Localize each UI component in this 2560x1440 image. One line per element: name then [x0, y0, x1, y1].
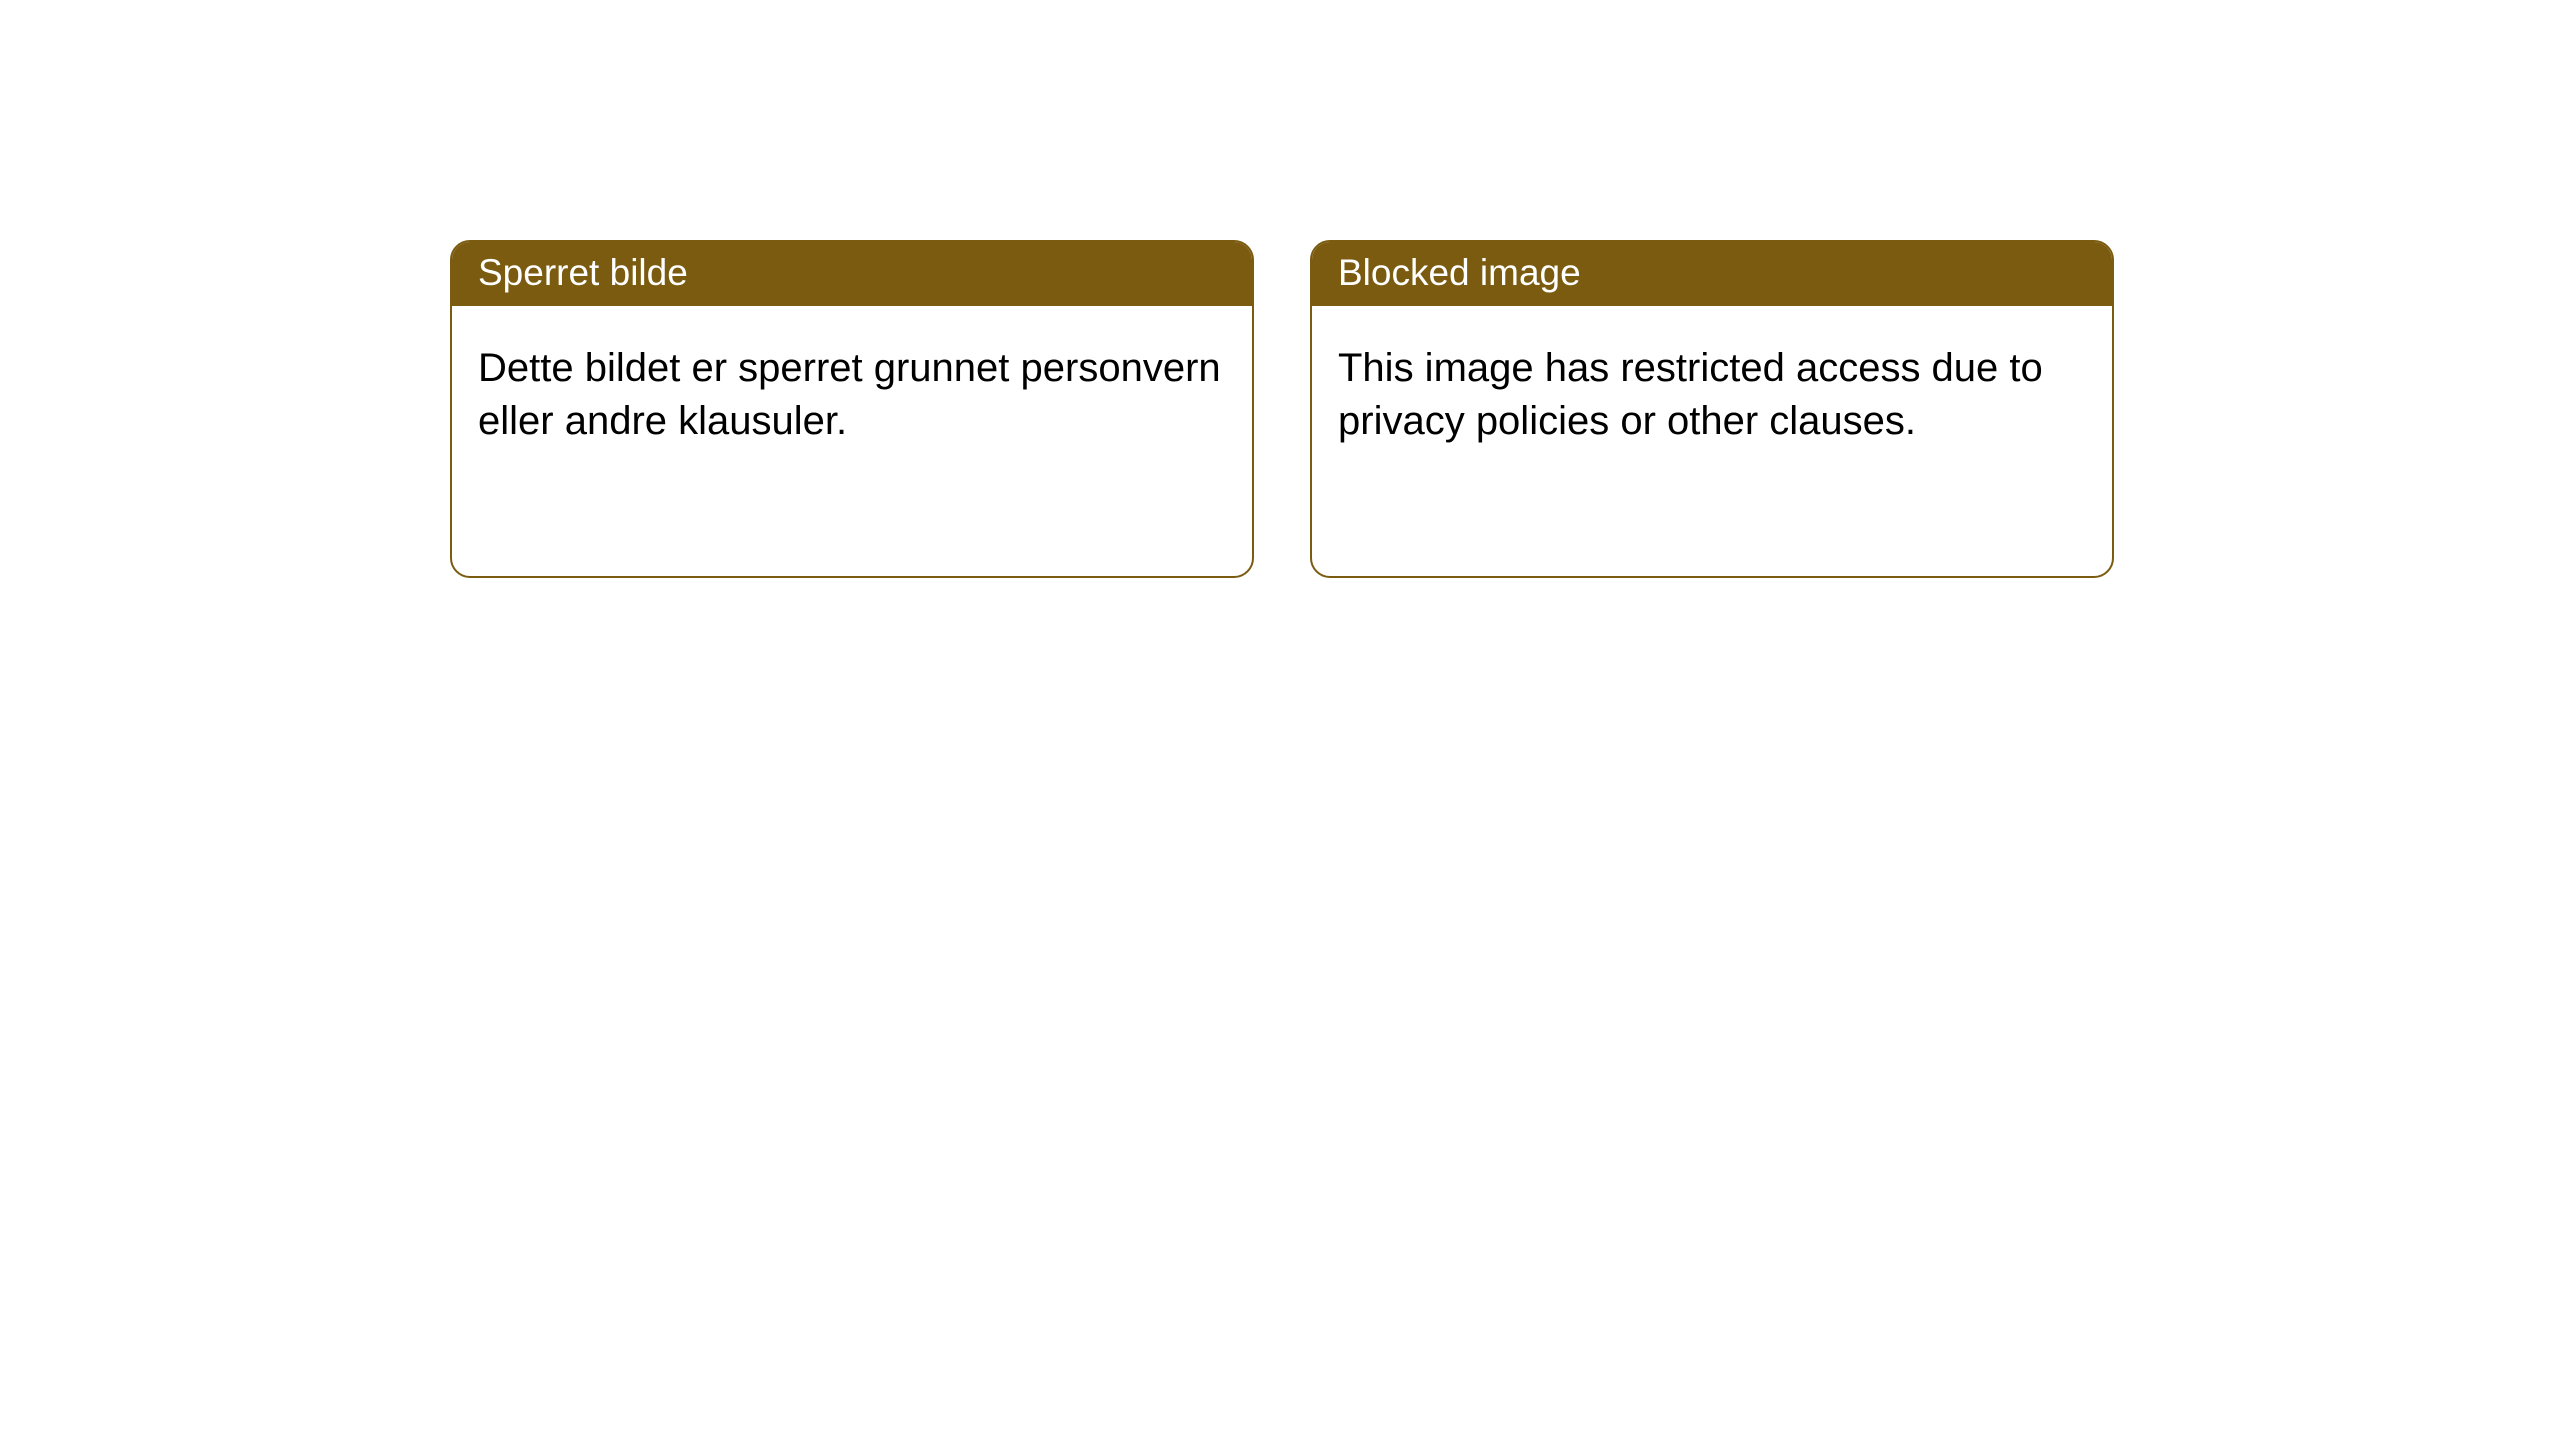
- notice-body: This image has restricted access due to …: [1312, 306, 2112, 576]
- notice-body: Dette bildet er sperret grunnet personve…: [452, 306, 1252, 576]
- notice-card-english: Blocked image This image has restricted …: [1310, 240, 2114, 578]
- notice-header: Blocked image: [1312, 242, 2112, 306]
- notice-header: Sperret bilde: [452, 242, 1252, 306]
- notice-card-norwegian: Sperret bilde Dette bildet er sperret gr…: [450, 240, 1254, 578]
- notice-container: Sperret bilde Dette bildet er sperret gr…: [450, 240, 2114, 578]
